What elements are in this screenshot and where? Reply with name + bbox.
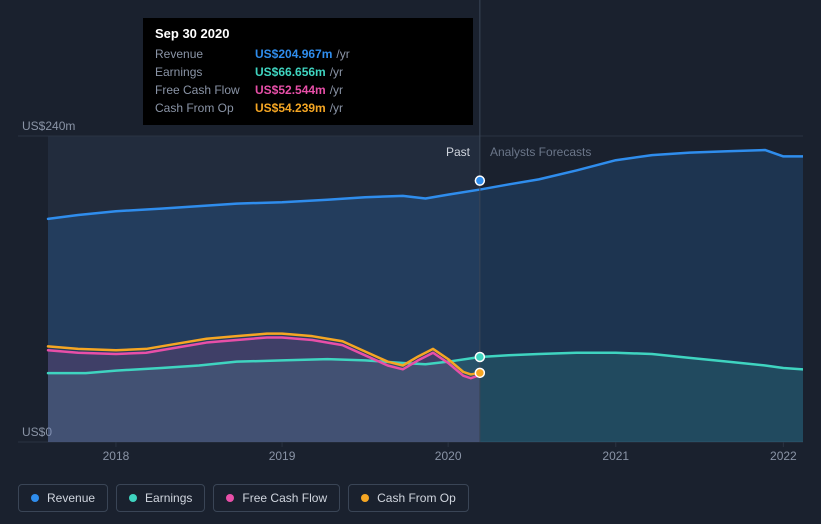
legend-label: Free Cash Flow bbox=[242, 491, 327, 505]
legend-item-revenue[interactable]: Revenue bbox=[18, 484, 108, 512]
tooltip-unit: /yr bbox=[330, 81, 343, 99]
marker-revenue bbox=[475, 176, 484, 185]
legend-dot-icon bbox=[226, 494, 234, 502]
marker-earnings bbox=[475, 353, 484, 362]
x-axis-label: 2018 bbox=[103, 449, 130, 463]
x-axis-label: 2020 bbox=[435, 449, 462, 463]
legend-item-fcf[interactable]: Free Cash Flow bbox=[213, 484, 340, 512]
tooltip-label: Free Cash Flow bbox=[155, 81, 255, 99]
x-axis-label: 2022 bbox=[770, 449, 797, 463]
legend-dot-icon bbox=[129, 494, 137, 502]
chart-tooltip: Sep 30 2020 RevenueUS$204.967m/yrEarning… bbox=[143, 18, 473, 125]
y-axis-label: US$240m bbox=[22, 119, 75, 133]
x-axis-label: 2019 bbox=[269, 449, 296, 463]
tooltip-value: US$54.239m bbox=[255, 99, 326, 117]
tooltip-row: Cash From OpUS$54.239m/yr bbox=[155, 99, 461, 117]
marker-cfo bbox=[475, 368, 484, 377]
legend-label: Revenue bbox=[47, 491, 95, 505]
tooltip-label: Cash From Op bbox=[155, 99, 255, 117]
tooltip-unit: /yr bbox=[330, 63, 343, 81]
tooltip-row: RevenueUS$204.967m/yr bbox=[155, 45, 461, 63]
tooltip-label: Revenue bbox=[155, 45, 255, 63]
section-label-past: Past bbox=[446, 145, 471, 159]
chart-legend: Revenue Earnings Free Cash Flow Cash From O… bbox=[18, 484, 469, 512]
legend-item-cfo[interactable]: Cash From Op bbox=[348, 484, 469, 512]
tooltip-value: US$52.544m bbox=[255, 81, 326, 99]
tooltip-value: US$66.656m bbox=[255, 63, 326, 81]
tooltip-unit: /yr bbox=[336, 45, 349, 63]
tooltip-unit: /yr bbox=[330, 99, 343, 117]
legend-label: Earnings bbox=[145, 491, 192, 505]
y-axis-label: US$0 bbox=[22, 425, 52, 439]
tooltip-label: Earnings bbox=[155, 63, 255, 81]
section-label-forecasts: Analysts Forecasts bbox=[490, 145, 591, 159]
legend-label: Cash From Op bbox=[377, 491, 456, 505]
legend-item-earnings[interactable]: Earnings bbox=[116, 484, 205, 512]
tooltip-value: US$204.967m bbox=[255, 45, 332, 63]
x-axis-label: 2021 bbox=[602, 449, 629, 463]
tooltip-row: EarningsUS$66.656m/yr bbox=[155, 63, 461, 81]
tooltip-rows: RevenueUS$204.967m/yrEarningsUS$66.656m/… bbox=[155, 45, 461, 117]
tooltip-date: Sep 30 2020 bbox=[155, 26, 461, 41]
tooltip-row: Free Cash FlowUS$52.544m/yr bbox=[155, 81, 461, 99]
legend-dot-icon bbox=[361, 494, 369, 502]
legend-dot-icon bbox=[31, 494, 39, 502]
